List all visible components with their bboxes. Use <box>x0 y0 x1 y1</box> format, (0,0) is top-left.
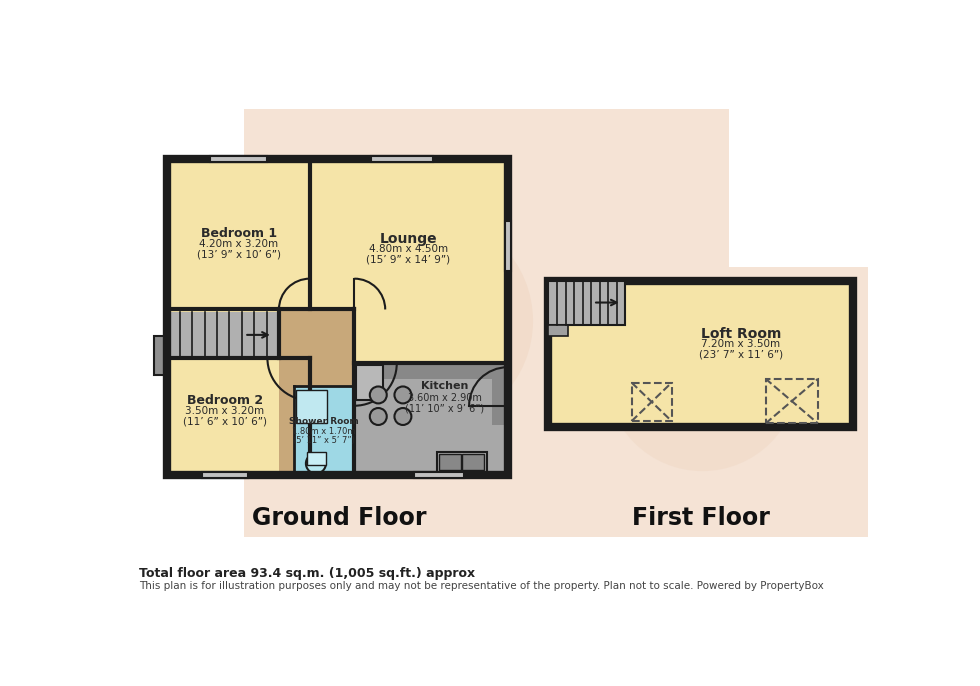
Text: 4.20m x 3.20m: 4.20m x 3.20m <box>199 239 278 248</box>
Text: Kitchen: Kitchen <box>420 381 468 391</box>
Text: Loft Room: Loft Room <box>701 327 781 341</box>
Bar <box>202 472 248 478</box>
Text: 4.80m x 4.50m: 4.80m x 4.50m <box>368 244 448 254</box>
Bar <box>244 109 729 536</box>
Text: (15’ 9” x 14’ 9”): (15’ 9” x 14’ 9”) <box>367 255 451 265</box>
Text: 3.50m x 3.20m: 3.50m x 3.20m <box>185 405 265 416</box>
Bar <box>505 221 511 271</box>
Text: Lounge: Lounge <box>379 233 437 246</box>
Bar <box>308 452 326 465</box>
Text: First Floor: First Floor <box>632 506 770 530</box>
Text: 3.60m x 2.90m: 3.60m x 2.90m <box>408 392 481 403</box>
Text: Ground Floor: Ground Floor <box>252 506 426 530</box>
Bar <box>765 379 818 423</box>
Bar <box>549 325 567 336</box>
Text: (23’ 7” x 11’ 6”): (23’ 7” x 11’ 6”) <box>699 349 783 359</box>
Bar <box>439 454 461 470</box>
Ellipse shape <box>607 279 799 471</box>
Text: 7.20m x 3.50m: 7.20m x 3.50m <box>702 339 780 348</box>
Bar <box>296 390 326 423</box>
Text: This plan is for illustration purposes only and may not be representative of the: This plan is for illustration purposes o… <box>139 580 823 591</box>
Text: (13’ 9” x 10’ 6”): (13’ 9” x 10’ 6”) <box>197 250 281 259</box>
Bar <box>294 386 355 475</box>
Text: Bedroom 1: Bedroom 1 <box>201 227 277 240</box>
Bar <box>492 364 508 425</box>
Text: (11’ 6” x 10’ 6”): (11’ 6” x 10’ 6”) <box>183 416 267 427</box>
Text: 1.80m x 1.70m: 1.80m x 1.70m <box>292 427 356 436</box>
Bar <box>355 364 508 475</box>
Bar <box>279 309 355 475</box>
Bar <box>437 452 487 473</box>
Bar <box>168 311 279 358</box>
Bar <box>414 472 464 478</box>
Bar <box>463 454 484 470</box>
Bar <box>371 156 433 163</box>
Ellipse shape <box>318 213 533 429</box>
Bar <box>210 156 268 163</box>
Bar <box>549 281 853 427</box>
Text: Shower Room: Shower Room <box>289 417 359 426</box>
Circle shape <box>369 408 387 425</box>
Text: (5’ 11” x 5’ 7”): (5’ 11” x 5’ 7”) <box>293 436 355 445</box>
Bar <box>356 365 383 399</box>
Bar <box>541 267 868 536</box>
Circle shape <box>394 386 412 403</box>
Bar <box>168 159 508 475</box>
Circle shape <box>394 408 412 425</box>
Text: Total floor area 93.4 sq.m. (1,005 sq.ft.) approx: Total floor area 93.4 sq.m. (1,005 sq.ft… <box>139 567 475 580</box>
Circle shape <box>369 386 387 403</box>
Circle shape <box>306 453 326 473</box>
Bar <box>154 336 169 375</box>
Text: (11’ 10” x 9’ 6”): (11’ 10” x 9’ 6”) <box>405 403 484 414</box>
Bar <box>549 281 625 325</box>
Text: Bedroom 2: Bedroom 2 <box>187 394 263 407</box>
Bar <box>355 364 508 379</box>
Bar <box>632 383 671 421</box>
